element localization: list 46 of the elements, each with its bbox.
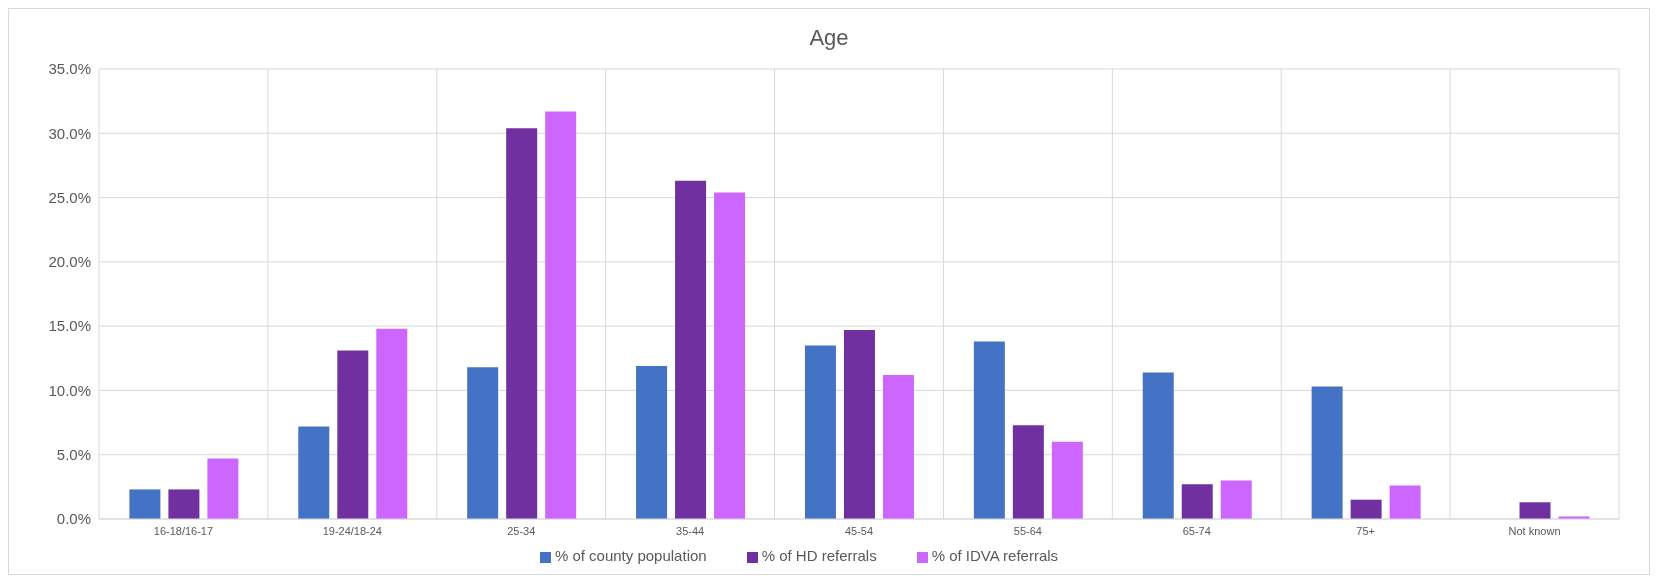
- bar: [675, 180, 707, 519]
- x-tick-label: 55-64: [1013, 524, 1042, 537]
- legend-label: % of HD referrals: [761, 547, 877, 564]
- bar: [973, 341, 1005, 519]
- bar: [545, 111, 577, 519]
- x-tick-label: Not known: [1508, 524, 1561, 537]
- bar: [337, 350, 369, 519]
- bar: [298, 426, 330, 519]
- x-tick-label: 65-74: [1182, 524, 1211, 537]
- x-tick-label: 35-44: [676, 524, 705, 537]
- y-tick-label: 15.0%: [48, 317, 91, 335]
- x-tick-label: 75+: [1356, 524, 1375, 537]
- y-tick-label: 30.0%: [48, 124, 91, 142]
- bar: [1051, 441, 1083, 519]
- y-tick-label: 25.0%: [48, 188, 91, 206]
- chart-title: Age: [808, 25, 850, 51]
- x-tick-label: 45-54: [844, 524, 874, 537]
- x-tick-label: 19-24/18-24: [322, 524, 382, 537]
- bar: [636, 366, 668, 519]
- bar: [467, 367, 499, 519]
- bar: [1389, 485, 1421, 519]
- bar: [1519, 502, 1551, 519]
- bar: [129, 489, 161, 519]
- bar: [1142, 372, 1174, 519]
- y-tick-label: 5.0%: [56, 446, 91, 464]
- y-tick-label: 20.0%: [48, 253, 91, 271]
- bar: [1220, 480, 1252, 519]
- bar: [714, 192, 746, 519]
- bar: [506, 128, 538, 519]
- bar: [843, 330, 875, 519]
- legend-label: % of county population: [554, 547, 707, 564]
- y-tick-label: 10.0%: [48, 381, 91, 399]
- bar: [882, 375, 914, 519]
- bar: [207, 458, 239, 519]
- bar: [1012, 425, 1044, 519]
- bar: [1350, 499, 1382, 519]
- x-tick-label: 16-18/16-17: [153, 524, 214, 537]
- bar: [168, 489, 200, 519]
- bar: [1311, 386, 1343, 519]
- legend-label: % of IDVA referrals: [931, 547, 1059, 564]
- y-tick-label: 0.0%: [56, 510, 91, 528]
- bar: [1181, 484, 1213, 519]
- x-tick-label: 25-34: [507, 524, 536, 537]
- bar: [804, 345, 836, 519]
- y-tick-label: 35.0%: [48, 60, 91, 78]
- bar: [376, 328, 408, 519]
